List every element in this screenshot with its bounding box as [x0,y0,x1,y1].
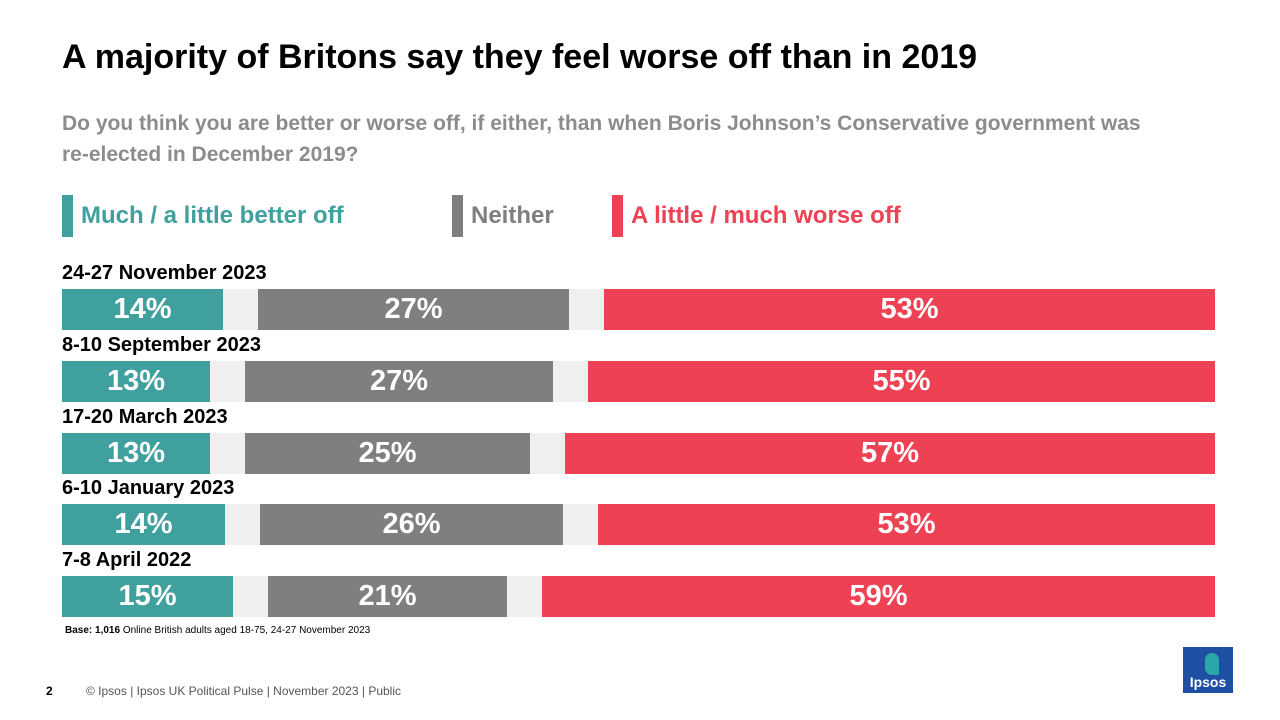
ipsos-logo: Ipsos [1183,647,1233,693]
page-number: 2 [46,684,53,698]
bar-track: 13% 27% 55% [62,361,1215,402]
legend-item-better: Much / a little better off [62,195,344,237]
ipsos-logo-text: Ipsos [1189,674,1227,690]
bar-segment-worse: 59% [542,576,1215,617]
bar-track: 13% 25% 57% [62,433,1215,474]
base-text: Online British adults aged 18-75, 24-27 … [122,625,371,636]
base-count: 1,016 [95,625,121,636]
ipsos-logo-mark-icon [1205,653,1219,675]
bar-segment-better: 13% [62,361,210,402]
base-note: Base: 1,016 Online British adults aged 1… [65,625,370,636]
bar-segment-neither: 27% [245,361,553,402]
row-label: 8-10 September 2023 [62,334,262,356]
bar-segment-worse: 55% [588,361,1215,402]
row-label: 24-27 November 2023 [62,262,267,284]
legend-label-worse: A little / much worse off [631,202,901,229]
bar-segment-better: 14% [62,504,225,545]
bar-segment-neither: 26% [260,504,563,545]
bar-track: 14% 27% 53% [62,289,1215,330]
bar-segment-worse: 57% [565,433,1215,474]
bar-segment-better: 13% [62,433,210,474]
legend-swatch-better [62,195,73,237]
bar-track: 15% 21% 59% [62,576,1215,617]
bar-segment-better: 14% [62,289,223,330]
legend-item-neither: Neither [452,195,554,237]
page-title: A majority of Britons say they feel wors… [62,38,978,76]
legend-label-neither: Neither [471,202,554,229]
legend-label-better: Much / a little better off [81,202,344,229]
bar-segment-neither: 25% [245,433,530,474]
bar-segment-better: 15% [62,576,233,617]
legend-swatch-worse [612,195,623,237]
bar-segment-worse: 53% [598,504,1215,545]
base-label: Base: [65,625,93,636]
question-subtitle: Do you think you are better or worse off… [62,112,1141,166]
bar-segment-neither: 27% [258,289,569,330]
bar-track: 14% 26% 53% [62,504,1215,545]
legend-item-worse: A little / much worse off [612,195,901,237]
bar-segment-neither: 21% [268,576,507,617]
row-label: 7-8 April 2022 [62,549,192,571]
row-label: 17-20 March 2023 [62,406,228,428]
footer-text: © Ipsos | Ipsos UK Political Pulse | Nov… [86,684,401,698]
bar-segment-worse: 53% [604,289,1215,330]
row-label: 6-10 January 2023 [62,477,235,499]
legend-swatch-neither [452,195,463,237]
